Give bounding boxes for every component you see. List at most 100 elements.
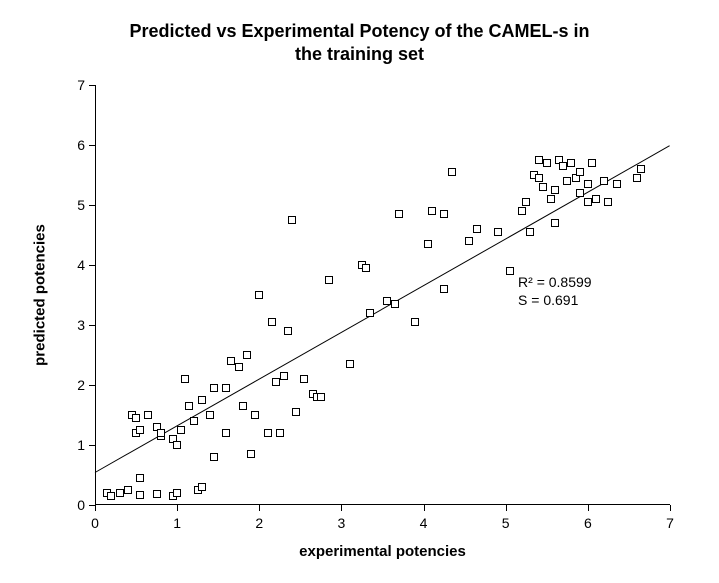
- data-point: [547, 195, 555, 203]
- data-point: [576, 168, 584, 176]
- data-point: [288, 216, 296, 224]
- data-point: [424, 240, 432, 248]
- chart-title-line2: the training set: [0, 43, 719, 66]
- y-tick-label: 6: [77, 137, 95, 153]
- data-point: [383, 297, 391, 305]
- data-point: [325, 276, 333, 284]
- data-point: [551, 186, 559, 194]
- data-point: [584, 198, 592, 206]
- data-point: [206, 411, 214, 419]
- x-tick-label: 4: [420, 505, 428, 531]
- data-point: [198, 483, 206, 491]
- data-point: [613, 180, 621, 188]
- data-point: [255, 291, 263, 299]
- data-point: [136, 491, 144, 499]
- scatter-chart: Predicted vs Experimental Potency of the…: [0, 0, 719, 583]
- data-point: [136, 426, 144, 434]
- data-point: [526, 228, 534, 236]
- data-point: [535, 174, 543, 182]
- data-point: [522, 198, 530, 206]
- data-point: [563, 177, 571, 185]
- y-axis-label: predicted potencies: [32, 224, 49, 366]
- data-point: [268, 318, 276, 326]
- axis-frame: [95, 85, 670, 505]
- data-point: [292, 408, 300, 416]
- data-point: [173, 441, 181, 449]
- data-point: [210, 453, 218, 461]
- data-point: [144, 411, 152, 419]
- data-point: [222, 384, 230, 392]
- x-tick-label: 7: [666, 505, 674, 531]
- data-point: [280, 372, 288, 380]
- data-point: [465, 237, 473, 245]
- data-point: [633, 174, 641, 182]
- data-point: [428, 207, 436, 215]
- data-point: [132, 414, 140, 422]
- data-point: [473, 225, 481, 233]
- data-point: [222, 429, 230, 437]
- data-point: [276, 429, 284, 437]
- data-point: [284, 327, 292, 335]
- data-point: [535, 156, 543, 164]
- data-point: [116, 489, 124, 497]
- x-tick-label: 1: [173, 505, 181, 531]
- annotation-s: S = 0.691: [518, 292, 578, 308]
- data-point: [567, 159, 575, 167]
- x-tick-label: 3: [338, 505, 346, 531]
- chart-title-line1: Predicted vs Experimental Potency of the…: [0, 20, 719, 43]
- annotation-r2: R² = 0.8599: [518, 274, 592, 290]
- data-point: [588, 159, 596, 167]
- data-point: [604, 198, 612, 206]
- data-point: [264, 429, 272, 437]
- data-point: [136, 474, 144, 482]
- data-point: [539, 183, 547, 191]
- data-point: [251, 411, 259, 419]
- data-point: [198, 396, 206, 404]
- data-point: [124, 486, 132, 494]
- data-point: [346, 360, 354, 368]
- data-point: [173, 489, 181, 497]
- x-tick-label: 0: [91, 505, 99, 531]
- x-tick-label: 5: [502, 505, 510, 531]
- y-tick-label: 1: [77, 437, 95, 453]
- data-point: [391, 300, 399, 308]
- data-point: [181, 375, 189, 383]
- chart-title: Predicted vs Experimental Potency of the…: [0, 20, 719, 65]
- data-point: [185, 402, 193, 410]
- data-point: [107, 492, 115, 500]
- data-point: [300, 375, 308, 383]
- data-point: [518, 207, 526, 215]
- x-tick-label: 2: [255, 505, 263, 531]
- data-point: [506, 267, 514, 275]
- y-tick-label: 5: [77, 197, 95, 213]
- x-tick-label: 6: [584, 505, 592, 531]
- data-point: [235, 363, 243, 371]
- y-tick-label: 4: [77, 257, 95, 273]
- x-axis-label: experimental potencies: [299, 543, 466, 560]
- plot-area: 0123456701234567R² = 0.8599S = 0.691: [95, 85, 670, 505]
- y-tick-label: 7: [77, 77, 95, 93]
- data-point: [584, 180, 592, 188]
- data-point: [317, 393, 325, 401]
- data-point: [448, 168, 456, 176]
- y-tick-label: 3: [77, 317, 95, 333]
- data-point: [543, 159, 551, 167]
- data-point: [440, 210, 448, 218]
- data-point: [559, 162, 567, 170]
- data-point: [551, 219, 559, 227]
- data-point: [600, 177, 608, 185]
- data-point: [190, 417, 198, 425]
- data-point: [210, 384, 218, 392]
- y-tick-label: 2: [77, 377, 95, 393]
- data-point: [395, 210, 403, 218]
- data-point: [227, 357, 235, 365]
- data-point: [239, 402, 247, 410]
- data-point: [411, 318, 419, 326]
- data-point: [243, 351, 251, 359]
- data-point: [153, 490, 161, 498]
- data-point: [366, 309, 374, 317]
- data-point: [576, 189, 584, 197]
- data-point: [592, 195, 600, 203]
- data-point: [440, 285, 448, 293]
- data-point: [247, 450, 255, 458]
